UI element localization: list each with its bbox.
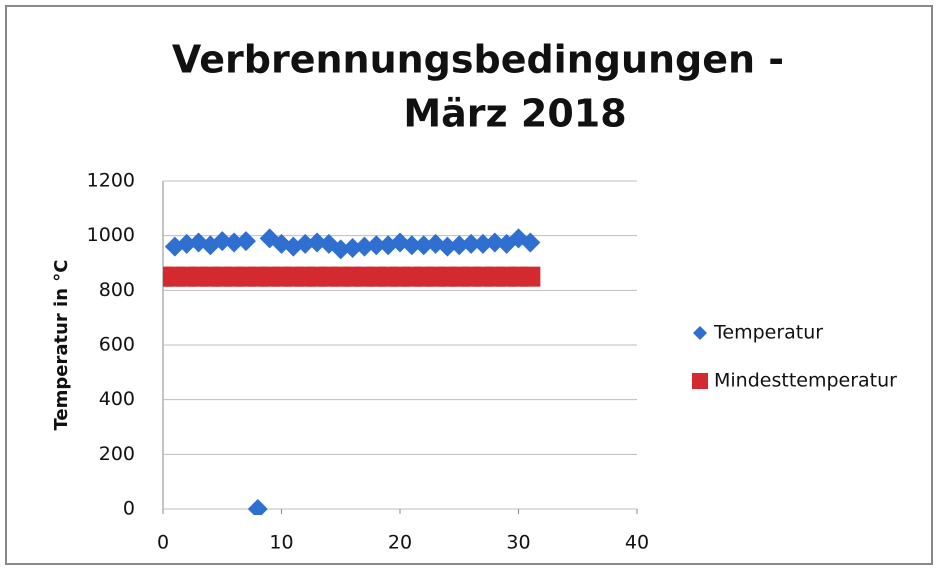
x-tick-label: 40	[625, 532, 649, 554]
plot-area	[163, 228, 541, 515]
legend-label: Mindesttemperatur	[714, 370, 897, 392]
point	[401, 235, 422, 256]
point	[461, 233, 482, 254]
x-tick-label: 10	[269, 532, 293, 554]
point	[413, 235, 434, 256]
point	[224, 232, 245, 253]
y-tick-label: 400	[99, 388, 135, 410]
point	[484, 232, 505, 253]
point	[520, 266, 541, 287]
point	[247, 499, 268, 515]
point	[366, 235, 387, 256]
point	[449, 235, 470, 256]
point	[520, 232, 541, 253]
point	[472, 233, 493, 254]
y-tick-label: 1200	[87, 170, 135, 192]
point	[330, 239, 351, 260]
x-tick-label: 0	[157, 532, 169, 554]
point	[437, 236, 458, 257]
point	[176, 233, 197, 254]
legend-marker	[693, 326, 707, 340]
y-tick-label: 600	[99, 334, 135, 356]
y-tick-label: 1000	[87, 224, 135, 246]
chart-title: Verbrennungsbedingungen -	[172, 38, 784, 82]
point	[295, 233, 316, 254]
y-tick-label: 800	[99, 279, 135, 301]
y-axis-label: Temperatur in °C	[51, 260, 72, 431]
legend-label: Temperatur	[713, 322, 823, 344]
legend-marker	[692, 373, 708, 389]
x-tick-label: 30	[506, 532, 530, 554]
y-tick-label: 0	[123, 498, 135, 520]
y-tick-label: 200	[99, 443, 135, 465]
point	[354, 236, 375, 257]
x-tick-label: 20	[388, 532, 412, 554]
point	[307, 232, 328, 253]
point	[212, 231, 233, 252]
point	[496, 233, 517, 254]
point	[235, 231, 256, 252]
chart-title: März 2018	[403, 92, 626, 136]
point	[342, 237, 363, 258]
